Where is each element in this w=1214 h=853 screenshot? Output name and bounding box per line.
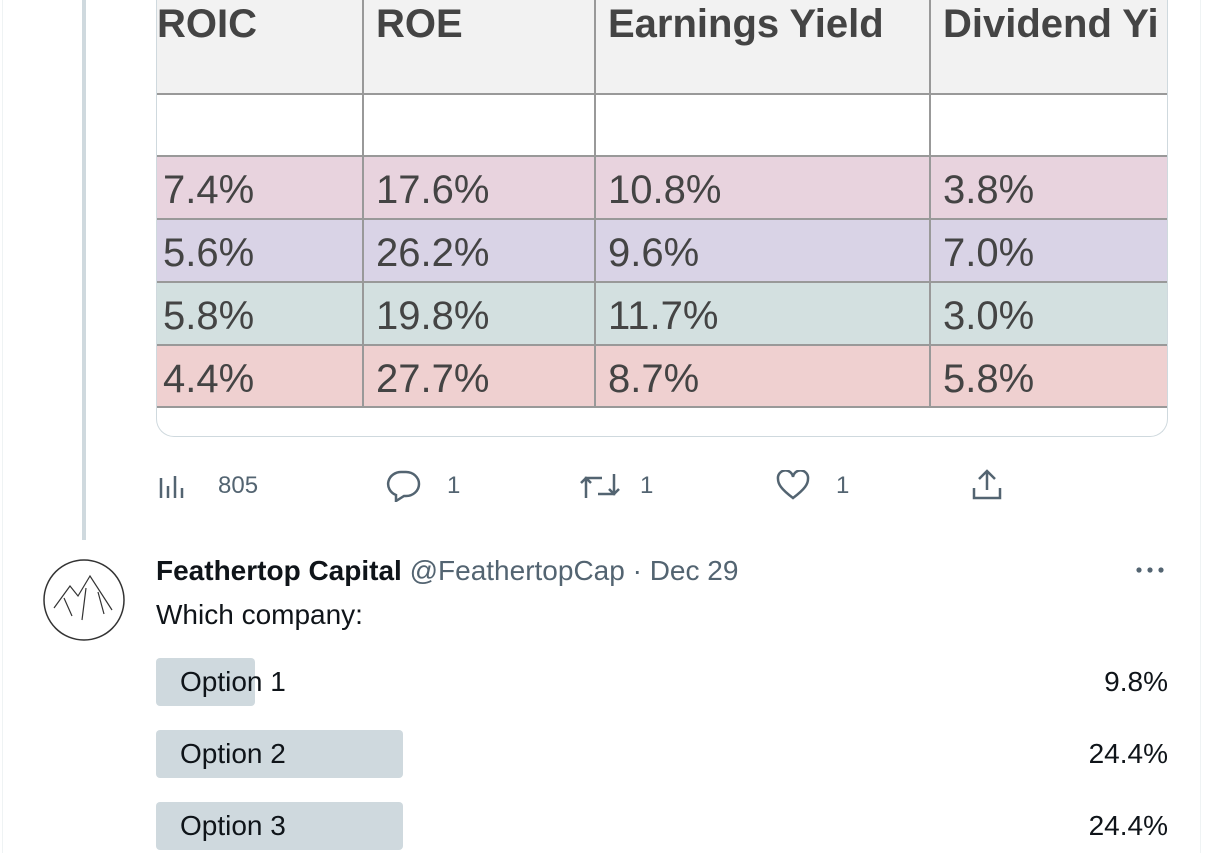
reply-count[interactable]: 1 [447, 472, 461, 499]
poll-bar [156, 802, 403, 850]
poll-option-percent: 24.4% [1088, 810, 1168, 841]
table-empty-cell [931, 95, 1167, 157]
like-icon[interactable] [776, 470, 810, 502]
table-header-cell: ROIC [157, 0, 364, 95]
poll-option-label[interactable]: Option 2 [180, 738, 286, 769]
author-name[interactable]: Feathertop Capital [156, 555, 402, 586]
poll-option-label[interactable]: Option 3 [180, 810, 286, 841]
table-cell: 3.8% [931, 157, 1167, 220]
table-empty-cell [157, 95, 364, 157]
table-cell: 11.7% [596, 283, 931, 346]
table-empty-cell [364, 95, 596, 157]
poll-option-percent: 24.4% [1088, 738, 1168, 769]
author-handle[interactable]: @FeathertopCap [409, 555, 625, 586]
poll-bar [156, 658, 256, 706]
table-cell: 3.0% [931, 283, 1167, 346]
poll-option-percent: 9.8% [1104, 666, 1168, 697]
table-cell: 9.6% [596, 220, 931, 283]
table-cell: 5.8% [931, 346, 1167, 408]
left-border [2, 0, 3, 853]
more-menu[interactable] [1134, 562, 1166, 578]
table-cell: 10.8% [596, 157, 931, 220]
tweet-date[interactable]: Dec 29 [649, 555, 739, 586]
avatar[interactable] [42, 558, 126, 642]
table-header-cell: ROE [364, 0, 596, 95]
table-cell: 5.6% [157, 220, 364, 283]
views-count[interactable]: 805 [218, 472, 259, 499]
table-header-cell: Earnings Yield [596, 0, 931, 95]
table-cell: 8.7% [596, 346, 931, 408]
table-cell: 7.0% [931, 220, 1167, 283]
table-header-cell: Dividend Yi [931, 0, 1167, 95]
table-image[interactable]: ROIC ROE Earnings Yield Dividend Yi 7.4% 17.6… [156, 0, 1168, 437]
table-cell: 4.4% [157, 346, 364, 408]
table-cell: 5.8% [157, 283, 364, 346]
like-count[interactable]: 1 [836, 472, 850, 499]
views-icon [159, 476, 184, 498]
thread-line [82, 0, 86, 540]
table-cell: 17.6% [364, 157, 596, 220]
separator: · [632, 555, 642, 586]
reply-icon[interactable] [386, 468, 422, 502]
table-empty-cell [596, 95, 931, 157]
tweet-header: Feathertop Capital @FeathertopCap · Dec … [156, 555, 738, 587]
table-cell: 7.4% [157, 157, 364, 220]
table-cell: 19.8% [364, 283, 596, 346]
table-cell: 26.2% [364, 220, 596, 283]
retweet-count[interactable]: 1 [640, 472, 654, 499]
right-border [1200, 0, 1201, 853]
retweet-icon[interactable] [580, 470, 620, 502]
share-icon[interactable] [970, 468, 1004, 502]
poll-option-label[interactable]: Option 1 [180, 666, 286, 697]
poll-bar [156, 730, 403, 778]
table-cell: 27.7% [364, 346, 596, 408]
tweet-text: Which company: [156, 599, 363, 630]
